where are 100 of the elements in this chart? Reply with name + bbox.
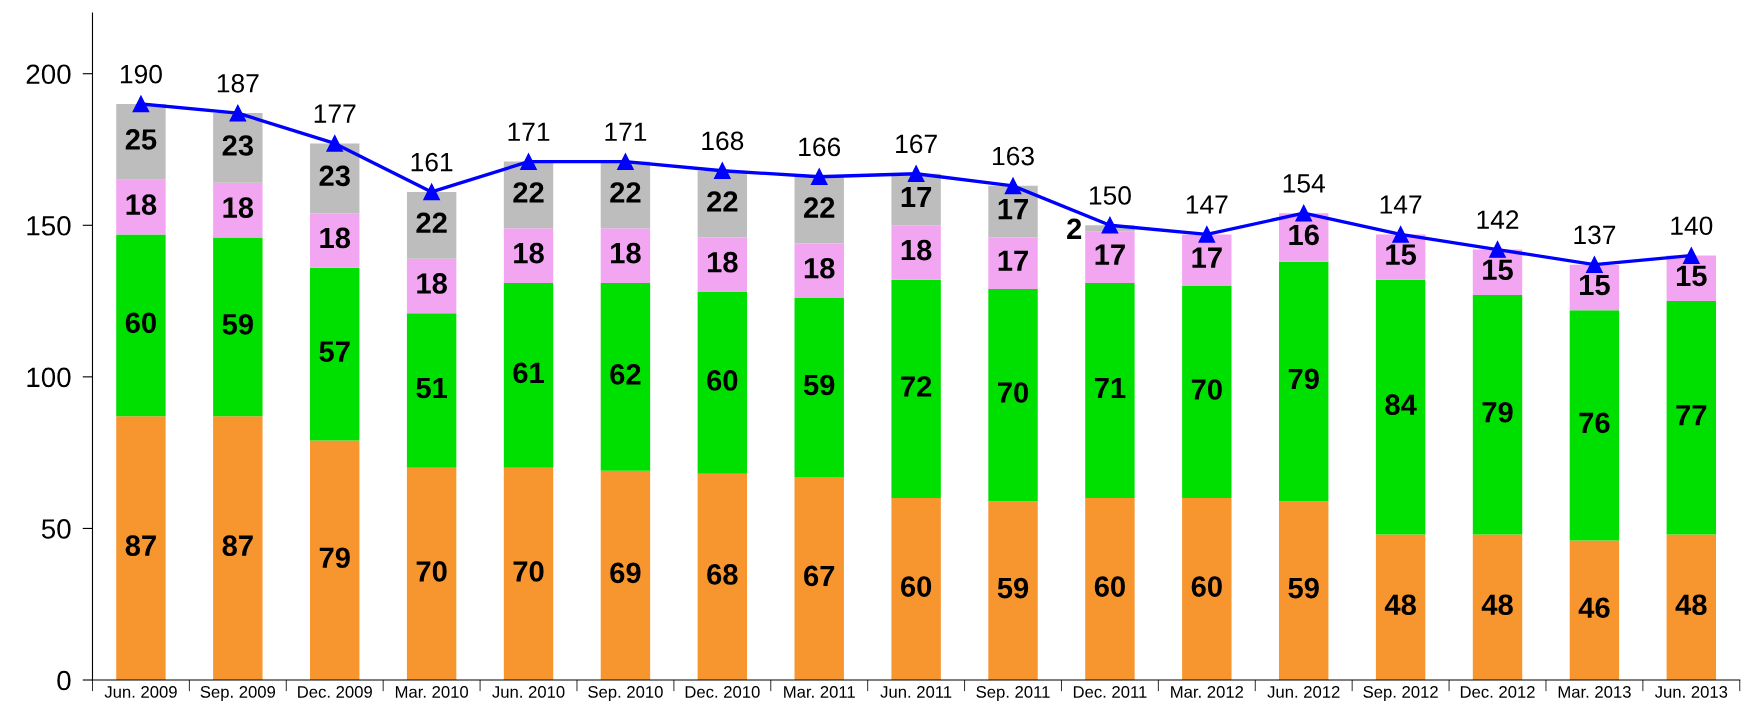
y-tick-label: 200 [26, 64, 71, 85]
x-tick-label: Sep. 2010 [588, 686, 663, 702]
bar [310, 267, 360, 441]
data-label: 166 [799, 137, 841, 157]
x-tick-label: Dec. 2010 [685, 686, 760, 698]
data-label: 22 [416, 212, 447, 233]
bar [891, 225, 941, 280]
x-tick-label: Mar. 2012 [1171, 686, 1244, 698]
data-label: 79 [319, 547, 350, 569]
data-label: 70 [998, 382, 1029, 403]
data-label: 79 [1288, 368, 1319, 390]
bar [1666, 301, 1717, 535]
data-label: 137 [1574, 225, 1616, 245]
data-label: 15 [1580, 274, 1610, 296]
bar [600, 470, 651, 680]
data-label: 18 [707, 251, 738, 273]
data-label: 17 [998, 250, 1028, 271]
data-label: 18 [611, 242, 641, 264]
bar [988, 501, 1038, 680]
data-label: 68 [707, 564, 738, 585]
data-label: 70 [1191, 379, 1222, 400]
data-label: 18 [126, 194, 157, 215]
x-tick-label: Mar. 2010 [395, 686, 469, 698]
x-tick-label: Jun. 2012 [1267, 686, 1340, 698]
data-label: 60 [125, 312, 156, 334]
data-label: 60 [1191, 576, 1222, 597]
bar [988, 288, 1038, 502]
bar [1472, 295, 1523, 535]
data-label: 59 [997, 577, 1029, 599]
data-label: 61 [513, 362, 544, 384]
bar [1085, 282, 1135, 499]
bar [1569, 310, 1620, 541]
data-label: 15 [1483, 259, 1513, 281]
data-label: 23 [222, 135, 253, 156]
point [132, 95, 150, 113]
data-label: 60 [900, 576, 932, 597]
bar [1182, 285, 1232, 499]
data-label: 76 [1579, 412, 1610, 434]
bar [1666, 534, 1717, 680]
data-label: 17 [998, 199, 1028, 220]
data-label: 17 [901, 186, 932, 208]
point [810, 168, 828, 186]
data-label: 48 [1481, 594, 1513, 616]
data-label: 46 [1578, 597, 1610, 619]
bar [1569, 540, 1620, 680]
data-label: 71 [1094, 377, 1126, 399]
x-tick-label: Sep. 2009 [200, 686, 276, 702]
data-label: 22 [804, 197, 835, 218]
data-label: 23 [319, 165, 350, 187]
data-label: 84 [1385, 394, 1417, 415]
data-label: 60 [707, 370, 738, 391]
x-tick-label: Mar. 2011 [784, 686, 855, 698]
bar [1279, 261, 1329, 502]
bar [213, 416, 263, 680]
data-label: 15 [1386, 244, 1417, 265]
data-label: 60 [1094, 576, 1125, 597]
data-label: 62 [610, 364, 641, 385]
bar [1375, 279, 1426, 535]
data-label: 2 [1067, 218, 1082, 239]
point [713, 162, 731, 180]
bar [116, 234, 166, 417]
bar [891, 279, 941, 499]
data-label: 59 [1288, 577, 1319, 599]
x-tick-label: Jun. 2011 [880, 686, 952, 698]
y-tick-label: 100 [27, 367, 71, 388]
data-label: 67 [804, 565, 835, 587]
data-label: 77 [1676, 405, 1707, 426]
data-label: 163 [993, 146, 1034, 166]
data-label: 150 [1089, 186, 1131, 205]
data-label: 17 [1095, 244, 1125, 265]
point [1004, 177, 1022, 195]
data-label: 17 [1192, 247, 1222, 268]
data-label: 22 [707, 191, 738, 212]
data-label: 147 [1380, 195, 1422, 214]
x-tick-label: Sep. 2012 [1363, 686, 1438, 702]
data-label: 59 [222, 314, 253, 335]
data-label: 187 [217, 73, 259, 93]
bar [1085, 498, 1135, 680]
data-label: 79 [1482, 401, 1513, 423]
bar [406, 467, 457, 680]
data-label: 70 [513, 561, 544, 582]
data-label: 171 [508, 122, 550, 141]
bar [600, 282, 651, 471]
x-tick-label: Dec. 2011 [1073, 686, 1147, 698]
bar [697, 473, 748, 680]
data-label: 177 [314, 104, 356, 123]
data-label: 72 [901, 376, 932, 397]
bar [213, 237, 263, 417]
bar [1279, 501, 1329, 680]
data-label: 18 [514, 242, 544, 264]
x-tick-label: Mar. 2013 [1558, 686, 1631, 698]
data-label: 87 [125, 535, 156, 556]
bar [116, 416, 166, 680]
point [1392, 226, 1409, 243]
data-label: 147 [1186, 195, 1228, 214]
data-label: 168 [702, 131, 744, 151]
y-tick-label: 150 [27, 215, 71, 236]
y-tick-label: 0 [57, 670, 71, 691]
bar [1472, 534, 1523, 680]
data-label: 70 [416, 561, 447, 582]
